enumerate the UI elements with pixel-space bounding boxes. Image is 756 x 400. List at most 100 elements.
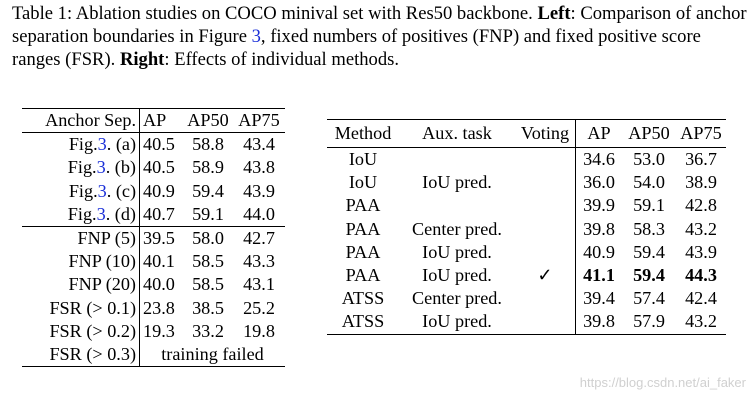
figure-ref-link[interactable]: 3: [96, 203, 106, 224]
cell-ap75: 38.9: [685, 172, 717, 193]
cell-ap75: 43.8: [243, 157, 275, 178]
cell-ap75: 36.7: [685, 149, 717, 169]
cell-voting: [515, 217, 576, 241]
cell-ap75: 42.4: [685, 288, 717, 309]
row-label: Fig.3. (a): [22, 132, 140, 157]
cell-ap50: 58.5: [192, 251, 224, 272]
cell-ap75: 43.9: [243, 180, 275, 201]
fig-suffix: . (c): [106, 180, 136, 201]
cell-ap75: 42.8: [685, 195, 717, 216]
cell-method: PAA: [345, 195, 381, 216]
header-anchor-sep: Anchor Sep.: [22, 108, 140, 134]
cell-ap50: 59.1: [192, 203, 224, 224]
left-table-body: Fig.3. (a) 40.5 58.8 43.4 Fig.3. (b) 40.5 58.9…: [22, 132, 285, 367]
table-row: PAA IoU pred. 40.9 59.4 43.9: [327, 240, 726, 265]
figure-ref-link[interactable]: 3: [97, 134, 107, 155]
cell-ap: 19.3: [143, 320, 175, 341]
cell-ap50: 58.0: [183, 226, 233, 251]
table-row: ATSS IoU pred. 39.8 57.9 43.2: [327, 310, 726, 335]
cell-ap: 40.5: [143, 134, 175, 155]
cell-ap50: 59.4: [633, 265, 665, 286]
row-label: Fig.3. (c): [22, 179, 140, 203]
header-voting: Voting: [515, 119, 576, 148]
row-label: FSR (> 0.3): [22, 343, 140, 367]
training-failed-note: training failed: [161, 344, 264, 365]
fig-suffix: . (d): [105, 203, 136, 224]
cell-ap: 40.0: [143, 274, 175, 295]
cell-ap50: 59.4: [192, 180, 224, 201]
cell-ap75: 19.8: [243, 320, 275, 341]
cell-ap50: 53.0: [633, 149, 665, 169]
cell-method: IoU: [348, 172, 378, 193]
cell-aux-task: Center pred.: [412, 218, 502, 239]
cell-aux-task: IoU pred.: [422, 172, 492, 193]
figure-ref-link[interactable]: 3: [97, 180, 107, 201]
figure-ref-link[interactable]: 3: [96, 157, 106, 178]
table-row: PAA IoU pred. ✓ 41.1 59.4 44.3: [327, 264, 726, 288]
cell-ap50: 58.8: [192, 134, 224, 155]
table-row: IoU IoU pred. 36.0 54.0 38.9: [327, 171, 726, 195]
cell-ap50: 59.1: [633, 195, 665, 216]
table-row: FNP (20) 40.0 58.5 43.1: [22, 273, 285, 297]
cell-ap: 36.0: [583, 172, 615, 193]
cell-voting: [515, 147, 576, 172]
table-row: FNP (5) 39.5 58.0 42.7: [22, 226, 285, 251]
table-header-row: Anchor Sep. AP AP50 AP75: [22, 108, 285, 134]
cell-ap: 39.8: [583, 311, 615, 332]
row-label: FNP (5): [22, 226, 140, 251]
header-aux-task: Aux. task: [399, 119, 515, 148]
cell-ap50: 58.9: [192, 157, 224, 178]
cell-ap75: 43.2: [685, 311, 717, 332]
cell-voting: [515, 287, 576, 311]
table-row: PAA 39.9 59.1 42.8: [327, 194, 726, 218]
cell-ap75: 43.3: [243, 251, 275, 272]
cell-voting: [515, 240, 576, 265]
row-label: Fig.3. (b): [22, 156, 140, 180]
cell-ap: 39.4: [583, 288, 615, 309]
cell-aux-task: [399, 148, 515, 172]
table-row: PAA Center pred. 39.8 58.3 43.2: [327, 217, 726, 241]
voting-checkmark-icon: ✓: [515, 264, 576, 288]
table-header-row: Method Aux. task Voting AP AP50 AP75: [327, 119, 726, 148]
cell-ap75: 44.0: [243, 203, 275, 224]
caption-part2: , fixed numbers of positives (FNP) and f…: [12, 26, 701, 70]
right-ablation-table: Method Aux. task Voting AP AP50 AP75 IoU…: [327, 119, 726, 335]
cell-ap: 40.9: [143, 180, 175, 201]
cell-ap: 40.7: [143, 203, 175, 224]
cell-ap75: 43.2: [685, 218, 717, 239]
fig-suffix: . (a): [106, 134, 136, 155]
cell-method: ATSS: [341, 311, 385, 332]
fig-suffix: . (b): [105, 157, 136, 178]
cell-ap75: 44.3: [685, 265, 717, 286]
fig-prefix: Fig.: [68, 134, 98, 155]
cell-aux-task: IoU pred.: [422, 265, 492, 286]
cell-method: IoU: [348, 149, 378, 169]
caption-part3: : Effects of individual methods.: [164, 49, 400, 70]
cell-voting: [515, 310, 576, 335]
caption-label: Table 1:: [12, 3, 73, 24]
cell-ap: 39.5: [139, 226, 183, 251]
cell-ap50: 58.3: [633, 218, 665, 239]
table-row: Fig.3. (d) 40.7 59.1 44.0: [22, 202, 285, 227]
cell-aux-task: [399, 194, 515, 217]
fig-prefix: Fig.: [67, 203, 97, 224]
cell-voting: [515, 194, 576, 218]
cell-ap50: 59.4: [633, 241, 665, 262]
caption-figure-ref[interactable]: 3: [251, 26, 261, 47]
row-label: FSR (> 0.2): [22, 319, 140, 344]
header-ap: AP: [575, 119, 622, 148]
header-ap50: AP50: [183, 108, 233, 134]
table-row: Fig.3. (b) 40.5 58.9 43.8: [22, 156, 285, 180]
cell-aux-task: IoU pred.: [422, 311, 492, 332]
row-label: FNP (20): [22, 273, 140, 297]
watermark: https://blog.csdn.net/ai_faker: [579, 375, 746, 390]
caption-left-bold: Left: [537, 3, 571, 24]
cell-ap: 34.6: [583, 149, 615, 169]
cell-ap75: 43.4: [243, 134, 275, 155]
table-row: Fig.3. (c) 40.9 59.4 43.9: [22, 179, 285, 203]
table-caption: Table 1: Ablation studies on COCO miniva…: [12, 2, 748, 71]
table-row: FNP (10) 40.1 58.5 43.3: [22, 250, 285, 274]
header-ap75: AP75: [676, 119, 726, 148]
header-method: Method: [327, 119, 399, 148]
table-row: FSR (> 0.1) 23.8 38.5 25.2: [22, 296, 285, 320]
